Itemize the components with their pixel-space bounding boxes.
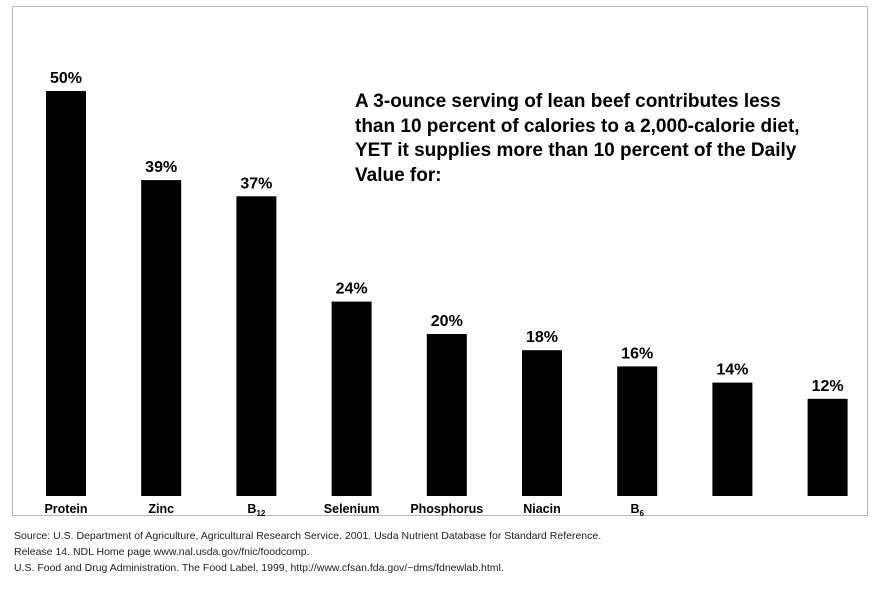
value-label-3: 24% [336,281,368,298]
bar-0 [46,91,86,496]
category-label-4: Phosphorus [410,502,483,516]
value-label-5: 18% [526,329,558,346]
source-line-3: U.S. Food and Drug Administration. The F… [14,562,504,574]
value-label-6: 16% [621,345,653,362]
category-label-0: Protein [44,502,87,516]
source-line-1: Source: U.S. Department of Agriculture, … [14,530,602,542]
category-label-3: Selenium [324,502,380,516]
tick-labels-group: Protein Zinc B12 Selenium Phosphorus Niacin B6 [44,502,644,518]
category-label-6: B6 [630,502,644,518]
chart-frame [12,6,868,516]
bar-3 [331,301,372,496]
value-label-0: 50% [50,70,82,87]
value-label-1: 39% [145,159,177,176]
bar-2 [236,196,277,497]
bars-group [46,91,848,497]
bar-5 [522,350,562,496]
value-label-7: 14% [716,362,748,379]
category-label-1: Zinc [148,502,174,516]
chart-annotation: A 3-ounce serving of lean beef contribut… [355,91,800,186]
bar-4 [426,334,467,496]
source-line-2: Release 14. NDL Home page www.nal.usda.g… [14,546,310,558]
bar-6 [617,366,658,496]
bar-8 [807,398,848,496]
bar-1 [141,180,182,496]
source-note: Source: U.S. Department of Agriculture, … [14,528,864,576]
value-label-2: 37% [240,175,272,192]
value-label-8: 12% [812,378,844,395]
value-labels-group: 50% 39% 37% 24% 20% 18% 16% 14% 12% [50,70,844,395]
value-label-4: 20% [431,313,463,330]
category-label-5: Niacin [523,502,561,516]
category-label-2: B12 [247,502,265,518]
bar-7 [712,382,753,496]
